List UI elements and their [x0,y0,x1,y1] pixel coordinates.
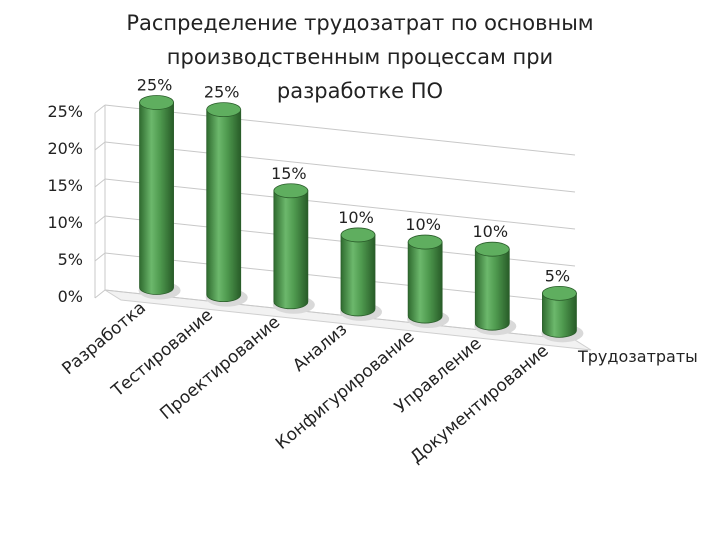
gridline-side [94,289,106,299]
y-tick-label: 25% [47,102,83,121]
gridline-side [94,178,106,188]
bar-body [340,234,376,317]
y-tick-label: 5% [58,250,83,269]
bar-body [407,241,443,324]
bar-top [542,285,577,301]
gridline-side [94,104,106,114]
y-tick-label: 15% [47,176,83,195]
bar-body [139,102,174,295]
legend: Трудозатраты [577,347,698,366]
bar-top [340,227,376,243]
gridline-side [94,215,106,225]
data-label: 10% [405,215,441,234]
bar-body [206,109,242,303]
bar-body [542,292,577,338]
data-label: 10% [338,208,374,227]
bar-7 [541,285,584,343]
bar-6 [474,241,517,336]
bars [138,95,584,343]
chart-title-line-1: Распределение трудозатрат по основным [126,11,594,35]
bar-top [206,102,242,118]
legend-label: Трудозатраты [577,347,698,366]
data-label: 15% [271,164,307,183]
y-tick-label: 20% [47,139,83,158]
data-labels: 25% 25% 15% 10% 10% 10% 5% [137,75,570,285]
category-label: Анализ [289,319,351,376]
bar-top [407,234,443,250]
category-label: Конфигурирование [272,327,418,454]
y-tick-label: 10% [47,213,83,232]
bar-2 [205,102,248,307]
bar-5 [407,234,450,329]
y-axis: 0% 5% 10% 15% 20% 25% [47,102,83,306]
bar-3 [272,183,315,314]
data-label: 25% [137,75,173,94]
chart-title: Распределение трудозатрат по основным пр… [60,6,660,108]
category-label: Документирование [407,341,553,468]
data-label: 5% [545,266,570,285]
bar-top [273,183,309,199]
gridline [104,141,576,193]
bar-top [474,241,510,257]
bar-body [273,190,309,310]
chart-title-line-2: производственным процессам при [166,45,554,69]
data-label: 25% [204,83,240,102]
chart-title-line-3: разработке ПО [276,79,444,103]
gridline [104,104,576,156]
bar-1 [138,95,181,300]
gridline-side [94,252,106,262]
gridline [104,178,576,230]
bar-body [474,248,510,331]
y-tick-label: 0% [58,287,83,306]
data-label: 10% [473,222,509,241]
bar-4 [340,227,382,321]
bar-top [139,95,174,110]
gridline-side [94,141,106,151]
